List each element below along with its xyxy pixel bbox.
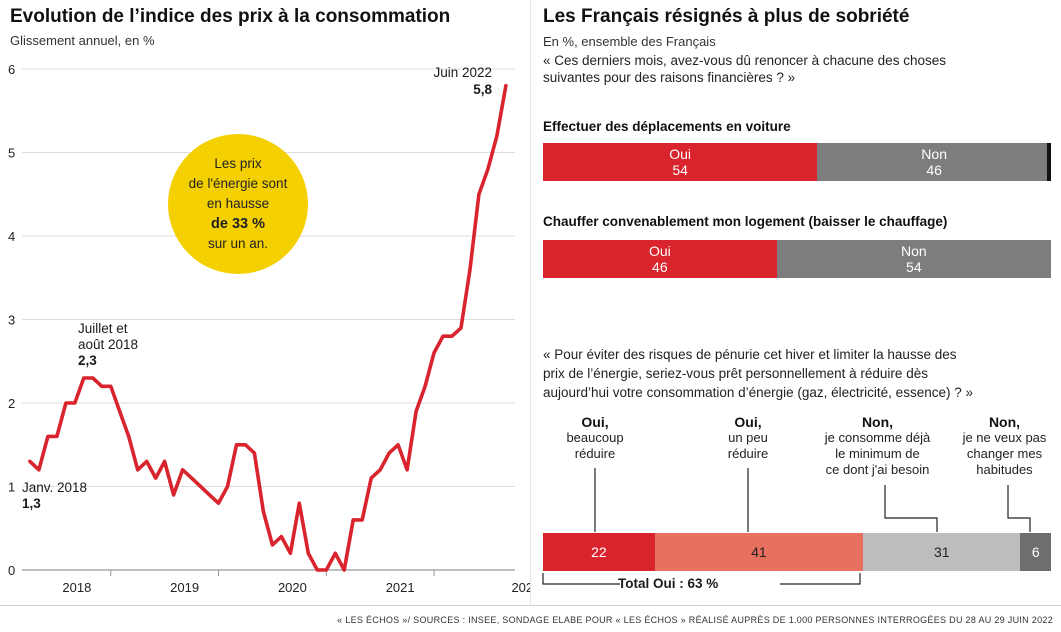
bar-2-no-value: 54 [906,259,922,275]
question-2: « Pour éviter des risques de pénurie cet… [543,345,1058,402]
question-1-line-1: « Ces derniers mois, avez-vous dû renonc… [543,53,946,68]
cat-2-head: Oui, [734,414,762,430]
cat-1-head: Oui, [581,414,609,430]
peak-annotation-value: 2,3 [78,353,97,368]
panel-divider [530,0,531,605]
x-tick-2019: 2019 [170,580,199,595]
bar-2-yes-value: 46 [652,259,668,275]
cat-1-desc-1: beaucoup [566,430,624,445]
bar-2-label: Chauffer convenablement mon logement (ba… [543,214,948,229]
peak-annotation: Juillet et août 2018 2,3 [78,321,138,369]
x-tick-2020: 2020 [278,580,307,595]
start-annotation: Janv. 2018 1,3 [22,480,87,512]
bar-1-yes-segment: Oui 54 [543,143,818,181]
bar-3-value-2: 41 [751,544,767,560]
bar-3-value-3: 31 [933,544,950,560]
bar-1-yes-label: Oui [669,146,692,162]
cat-3-desc-2: le minimum de [835,446,920,461]
total-bracket [542,573,861,585]
cat-4-desc-1: je ne veux pas [962,430,1047,445]
y-tick-4: 4 [8,229,15,244]
bar-3-segment-1: 22 [543,533,655,571]
peak-annotation-label-1: Juillet et [78,321,128,336]
question-2-line-2: prix de l’énergie, seriez-vous prêt pers… [543,366,928,381]
cat-4-desc-3: habitudes [976,462,1033,477]
category-connectors [594,468,1031,532]
total-oui-label: Total Oui : 63 % [618,576,719,591]
cat-1-desc-2: réduire [574,446,616,461]
y-tick-3: 3 [8,313,15,328]
cat-3-desc-3: ce dont j'ai besoin [825,462,930,477]
y-tick-1: 1 [8,480,15,495]
bubble-line-4: de 33 % [211,216,265,232]
bar-3: 22 41 31 6 [543,533,1051,571]
cat-4-heading: Non, je ne veux pas changer mes habitude… [952,414,1057,478]
end-annotation-label: Juin 2022 [433,65,492,80]
cat-3-head: Non, [861,414,894,430]
bar-2-yes-segment: Oui 46 [543,240,777,278]
question-1: « Ces derniers mois, avez-vous dû renonc… [543,52,1053,86]
bar-1-yes-value: 54 [672,162,688,178]
end-annotation-value: 5,8 [473,82,492,97]
bar-1-no-segment: Non 46 [817,143,1051,181]
bubble-line-3: en hausse [206,196,270,211]
start-annotation-value: 1,3 [22,496,41,511]
bar-1-label: Effectuer des déplacements en voiture [543,119,791,134]
footer-rule [0,605,1061,606]
bar-2-no-label: Non [900,243,927,259]
peak-annotation-label-2: août 2018 [78,337,139,352]
cpi-x-ticks: 2018 2019 2020 2021 2022 [62,570,530,595]
bubble-line-1: Les prix [214,156,262,171]
footer-sources: « LES ÉCHOS »/ SOURCES : INSEE, SONDAGE … [337,615,1053,625]
cat-2-desc-1: un peu [728,430,768,445]
left-chart-title: Evolution de l’indice des prix à la cons… [10,6,451,27]
x-tick-2022: 2022 [511,580,530,595]
bar-1-no-label: Non [921,146,947,162]
cat-3-desc-1: je consomme déjà [824,430,931,445]
bar-3-value-1: 22 [591,544,607,560]
cpi-y-ticks: 0 1 2 3 4 5 6 [8,62,15,578]
cpi-series-line [28,83,508,572]
end-annotation: Juin 2022 5,8 [414,64,492,98]
cat-4-desc-2: changer mes [966,446,1043,461]
start-annotation-label: Janv. 2018 [22,480,88,495]
right-chart-title: Les Français résignés à plus de sobriété [543,6,910,27]
cat-3-heading: Non, je consomme déjà le minimum de ce d… [810,414,945,478]
question-2-line-3: aujourd’hui votre consommation d’énergie… [543,385,973,400]
bar-2: Oui 46 Non 54 [543,240,1051,278]
y-tick-0: 0 [8,563,15,578]
connector-4 [1007,485,1031,532]
left-chart-subtitle: Glissement annuel, en % [10,33,155,48]
bubble-line-5: sur un an. [207,236,269,251]
bar-3-value-4: 6 [1031,544,1040,560]
y-tick-2: 2 [8,396,15,411]
cat-4-head: Non, [988,414,1021,430]
cat-2-desc-2: réduire [727,446,769,461]
bar-2-yes-label: Oui [648,243,671,259]
cat-1-heading: Oui, beaucoup réduire [540,414,650,462]
bar-1-no-value: 46 [926,162,942,178]
question-1-line-2: suivantes pour des raisons financières ?… [543,70,796,85]
x-tick-2018: 2018 [62,580,91,595]
x-tick-2021: 2021 [386,580,415,595]
bar-1: Oui 54 Non 46 [543,143,1051,181]
bar-3-segment-4: 6 [1020,533,1051,571]
bar-1-end-mark [1047,143,1051,181]
energy-bubble: Les prix de l'énergie sont en hausse de … [168,134,308,274]
y-tick-5: 5 [8,146,15,161]
bubble-line-2: de l'énergie sont [188,176,288,191]
question-2-line-1: « Pour éviter des risques de pénurie cet… [543,347,957,362]
connector-3 [884,485,938,532]
y-tick-6: 6 [8,62,15,77]
bar-3-segment-2: 41 [654,533,864,571]
right-chart-subtitle: En %, ensemble des Français [543,34,716,49]
bar-2-no-segment: Non 54 [776,240,1051,278]
cat-2-heading: Oui, un peu réduire [693,414,803,462]
bar-3-segment-3: 31 [863,533,1021,571]
